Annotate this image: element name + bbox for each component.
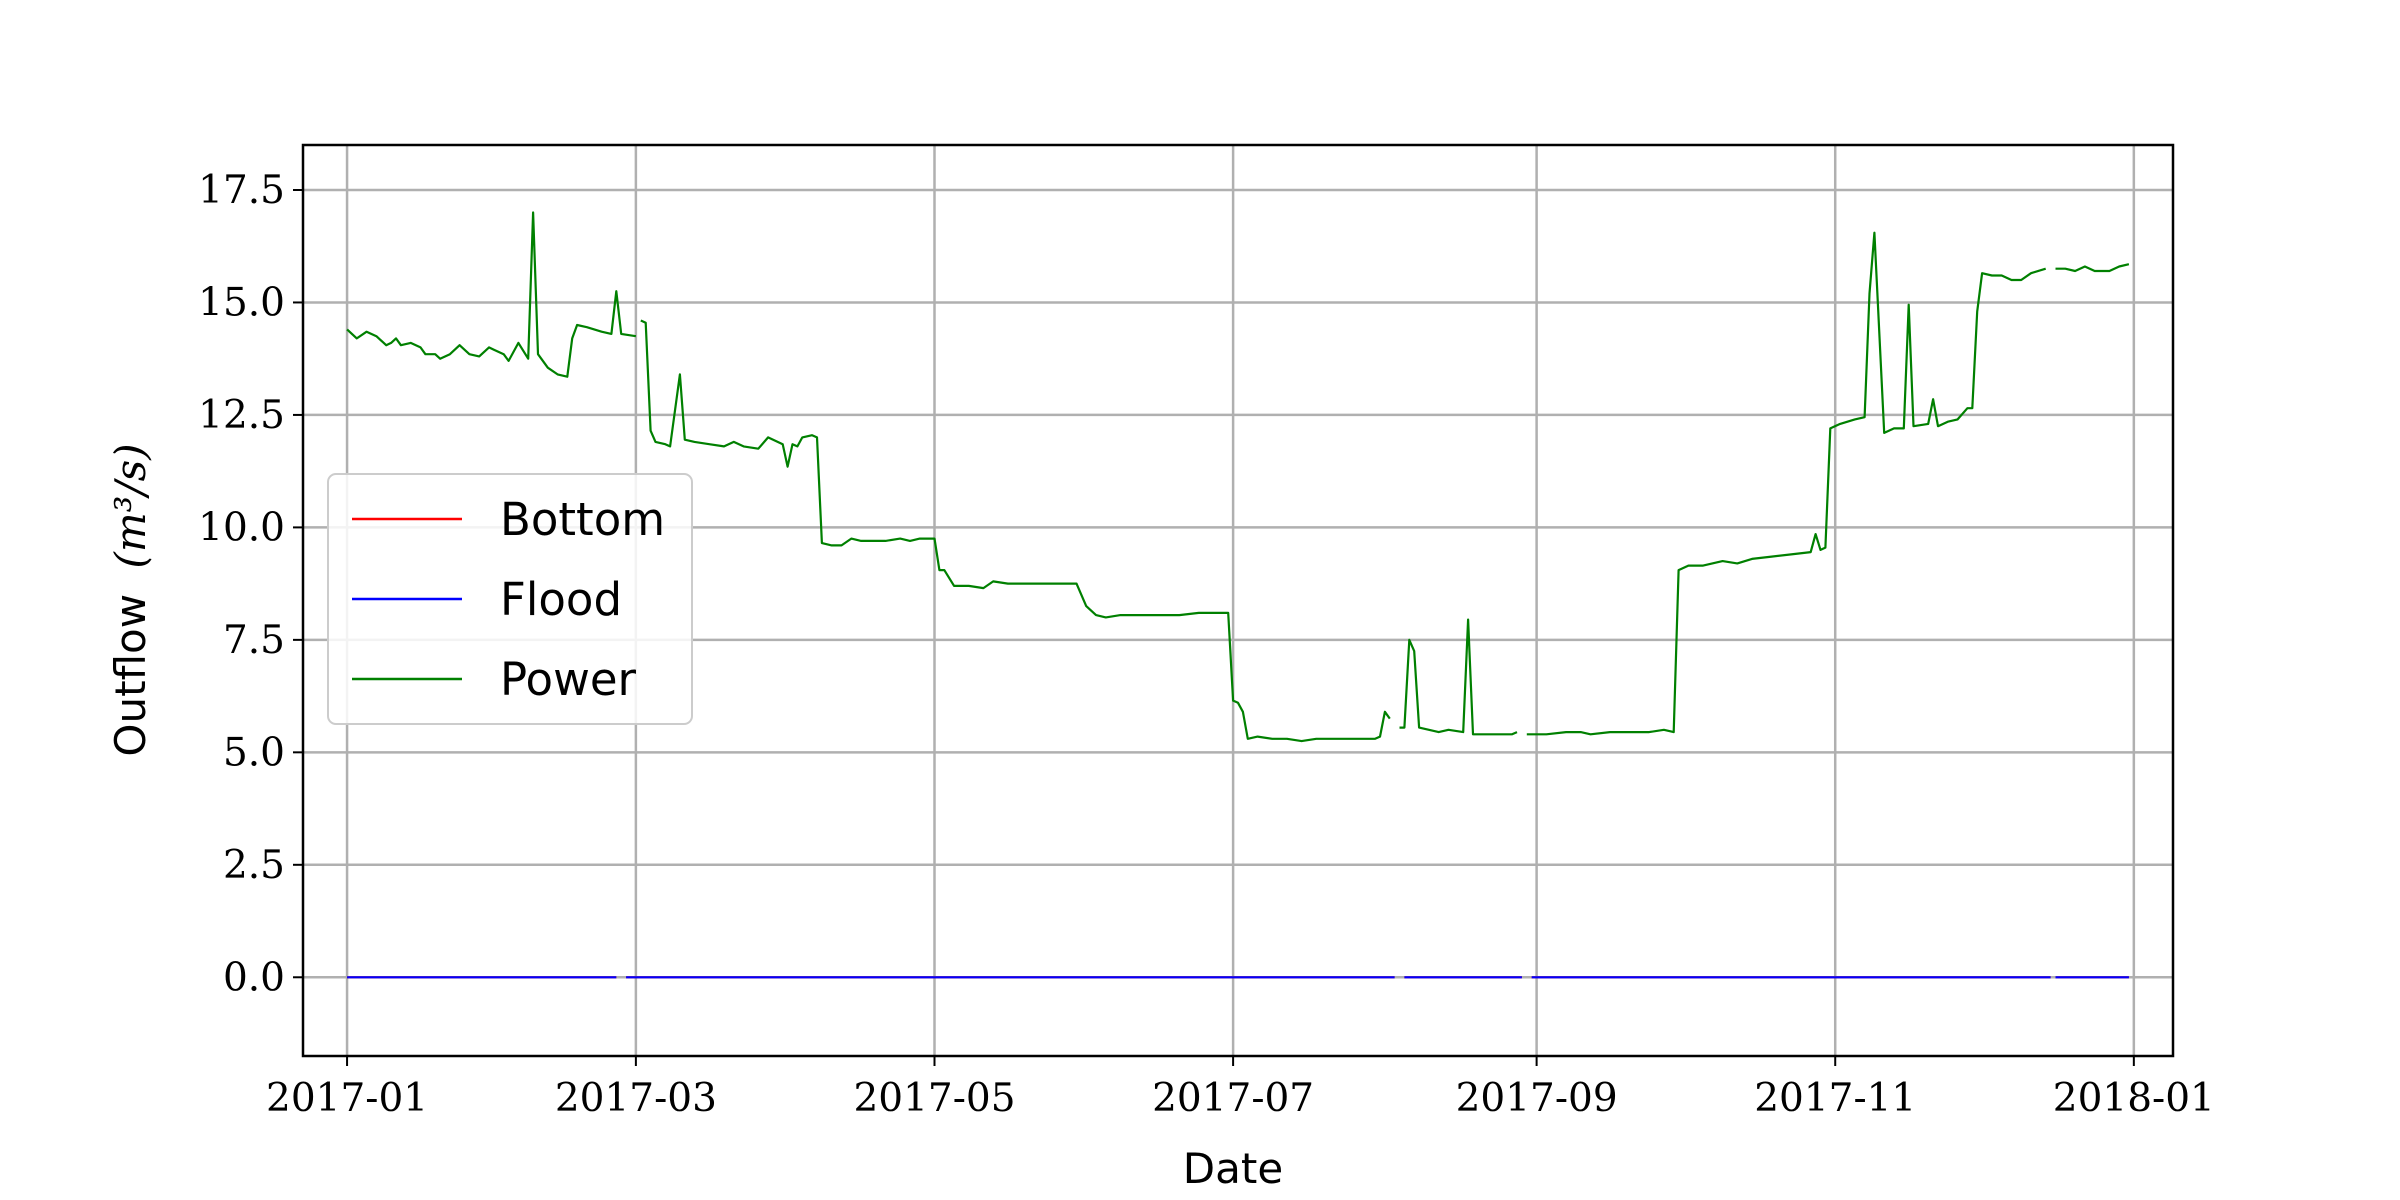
series-layer bbox=[346, 211, 2130, 979]
series-line-power bbox=[2055, 263, 2130, 273]
series-line-power bbox=[1399, 618, 1518, 736]
x-axis-label: Date bbox=[1183, 1144, 1283, 1193]
x-tick-label: 2017-01 bbox=[266, 1076, 428, 1121]
x-tick-label: 2017-11 bbox=[1754, 1076, 1916, 1121]
y-tick-label: 0.0 bbox=[223, 955, 285, 1000]
x-axis-ticks: 2017-01 2017-03 2017-05 2017-07 2017-09 2017-… bbox=[266, 1056, 2215, 1121]
y-tick-label: 15.0 bbox=[198, 280, 285, 325]
legend-label-flood: Flood bbox=[500, 573, 622, 626]
y-tick-label: 7.5 bbox=[223, 618, 285, 663]
y-axis-unit: (m³/s) bbox=[106, 443, 155, 568]
x-tick-label: 2017-07 bbox=[1152, 1076, 1314, 1121]
y-tick-label: 10.0 bbox=[198, 505, 285, 550]
legend-label-bottom: Bottom bbox=[500, 493, 665, 546]
x-tick-label: 2017-09 bbox=[1456, 1076, 1618, 1121]
x-tick-label: 2017-03 bbox=[555, 1076, 717, 1121]
y-tick-label: 17.5 bbox=[198, 168, 285, 213]
y-tick-label: 5.0 bbox=[223, 730, 285, 775]
legend-box bbox=[327, 473, 693, 725]
y-tick-label: 2.5 bbox=[223, 843, 285, 888]
series-power bbox=[346, 211, 2130, 743]
svg-text:Outflow (m³/s): Outflow (m³/s) bbox=[106, 443, 155, 756]
y-axis-ticks: 0.0 2.5 5.0 7.5 10.0 12.5 15.0 17.5 bbox=[198, 168, 303, 1000]
series-line-power bbox=[1526, 231, 2047, 736]
y-tick-label: 12.5 bbox=[198, 393, 285, 438]
y-axis-label-group: Outflow (m³/s) bbox=[106, 443, 155, 756]
y-axis-label: Outflow bbox=[106, 594, 155, 757]
series-line-power bbox=[640, 319, 1391, 743]
x-tick-label: 2018-01 bbox=[2053, 1076, 2215, 1121]
x-tick-label: 2017-05 bbox=[853, 1076, 1015, 1121]
plot-area-frame bbox=[301, 143, 2175, 1058]
legend: Bottom Flood Power bbox=[327, 473, 693, 725]
series-line-power bbox=[346, 211, 637, 378]
legend-label-power: Power bbox=[500, 653, 637, 706]
